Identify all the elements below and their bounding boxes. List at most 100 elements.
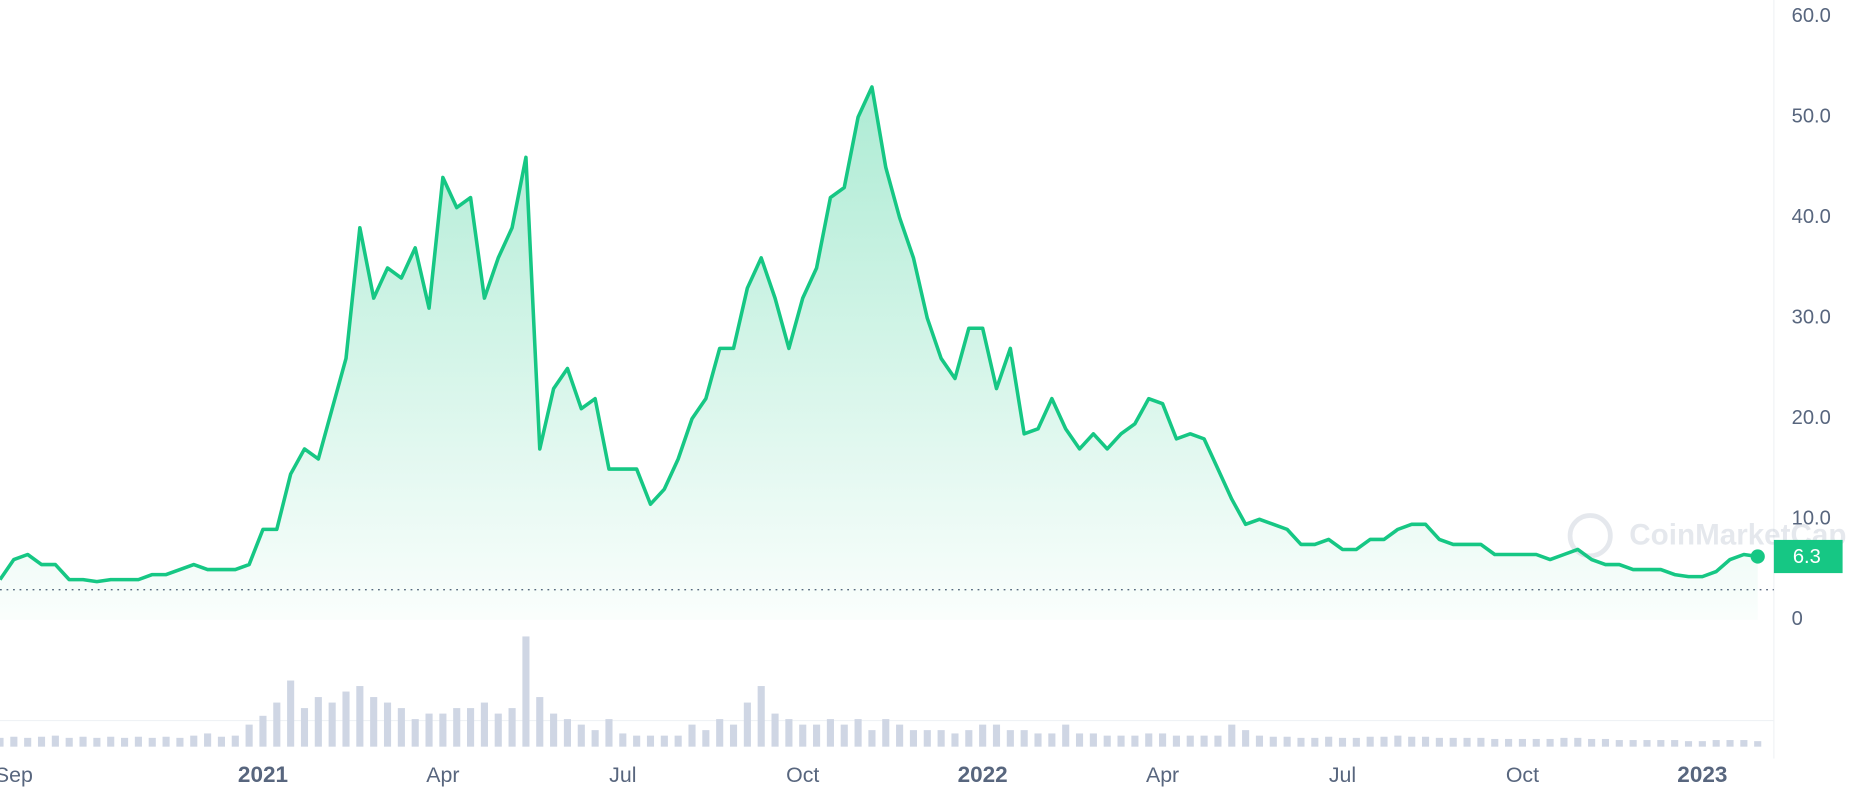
- volume-bar: [1255, 735, 1264, 747]
- y-tick-label: 50.0: [1792, 105, 1831, 127]
- volume-bar: [1131, 735, 1139, 747]
- volume-bar: [826, 719, 834, 747]
- volume-bar: [1297, 737, 1305, 747]
- volume-bar: [0, 737, 4, 747]
- volume-bar: [1089, 733, 1097, 747]
- volume-bar: [605, 719, 613, 747]
- volume-bar: [79, 736, 87, 747]
- volume-bar: [439, 713, 447, 747]
- volume-bar: [688, 724, 696, 747]
- volume-bar: [1242, 730, 1250, 747]
- y-tick-label: 0: [1792, 608, 1803, 630]
- x-tick-label: Oct: [1506, 763, 1539, 787]
- volume-bar: [854, 719, 862, 747]
- volume-bar: [785, 719, 793, 747]
- volume-bar: [259, 715, 267, 747]
- price-badge-label: 6.3: [1793, 546, 1821, 568]
- volume-bar: [923, 730, 931, 747]
- volume-bar: [1740, 740, 1748, 747]
- x-tick-label: 2022: [958, 762, 1008, 787]
- volume-bar: [370, 697, 378, 747]
- volume-bar: [314, 697, 322, 747]
- volume-bar: [1006, 730, 1014, 747]
- volume-bar: [619, 733, 627, 747]
- volume-bar: [1269, 736, 1277, 747]
- x-tick-label: 2023: [1677, 762, 1727, 787]
- volume-bar: [190, 735, 198, 747]
- volume-bar: [1518, 738, 1526, 747]
- volume-bar: [508, 708, 516, 747]
- volume-bar: [882, 719, 890, 747]
- volume-bar: [1505, 738, 1513, 747]
- volume-bar: [467, 708, 475, 747]
- volume-bar: [1062, 724, 1070, 747]
- volume-bar: [1615, 740, 1623, 747]
- volume-bar: [660, 735, 668, 747]
- volume-bar: [1117, 735, 1125, 747]
- x-tick-label: Sep: [0, 763, 33, 787]
- volume-bar: [1228, 724, 1236, 747]
- volume-bar: [937, 730, 945, 747]
- volume-bar: [1546, 738, 1554, 747]
- volume-bar: [1463, 737, 1471, 747]
- volume-bar: [1352, 737, 1360, 747]
- volume-bar: [536, 697, 544, 747]
- volume-bar: [716, 719, 724, 747]
- volume-bar: [951, 733, 959, 747]
- watermark-logo: [1567, 513, 1613, 559]
- volume-bar: [840, 724, 848, 747]
- volume-bar: [1366, 736, 1374, 747]
- x-tick-label: Jul: [1329, 763, 1356, 787]
- volume-bar: [1532, 738, 1540, 747]
- volume-bar: [245, 724, 253, 747]
- volume-bar: [1159, 733, 1167, 747]
- volume-bar: [1186, 735, 1194, 747]
- volume-bar: [397, 708, 405, 747]
- volume-bar: [1421, 736, 1430, 747]
- volume-bar: [909, 730, 918, 747]
- volume-bar: [1726, 740, 1734, 747]
- volume-bar: [494, 713, 502, 747]
- volume-bar: [979, 724, 987, 747]
- volume-bar: [1020, 730, 1028, 747]
- volume-bar: [591, 730, 599, 747]
- volume-bar: [896, 724, 904, 747]
- volume-bar: [148, 737, 156, 747]
- volume-bar: [425, 713, 433, 747]
- price-badge: [1773, 539, 1843, 574]
- volume-bar: [1643, 740, 1651, 747]
- volume-bar: [328, 702, 336, 747]
- volume-bar: [743, 702, 751, 747]
- volume-bar: [1200, 735, 1208, 747]
- volume-bar: [204, 733, 212, 747]
- volume-bar: [1754, 741, 1762, 747]
- volume-bar: [1449, 737, 1457, 747]
- volume-bar: [1588, 738, 1596, 747]
- volume-bar: [1283, 736, 1291, 747]
- volume-bar: [1408, 736, 1416, 747]
- volume-bar: [757, 686, 765, 747]
- volume-bar: [1698, 741, 1706, 747]
- x-tick-label: Jul: [609, 763, 636, 787]
- volume-bar: [10, 736, 18, 747]
- volume-bar: [453, 708, 461, 747]
- volume-bar: [1712, 740, 1720, 747]
- volume-bar: [965, 730, 973, 747]
- volume-bar: [674, 735, 682, 747]
- volume-bar: [646, 735, 655, 747]
- x-tick-label: 2021: [238, 762, 288, 787]
- volume-bar: [1491, 738, 1499, 747]
- volume-bar: [300, 708, 309, 747]
- volume-bar: [134, 736, 142, 747]
- volume-bar: [231, 735, 239, 747]
- volume-bar: [121, 737, 129, 747]
- volume-bar: [550, 713, 558, 747]
- volume-bar: [217, 736, 225, 747]
- volume-bar: [287, 680, 295, 747]
- volume-bar: [992, 724, 1001, 747]
- volume-bar: [702, 730, 710, 747]
- price-line: [0, 85, 1758, 584]
- volume-bar: [176, 737, 184, 747]
- volume-bar: [1671, 740, 1679, 747]
